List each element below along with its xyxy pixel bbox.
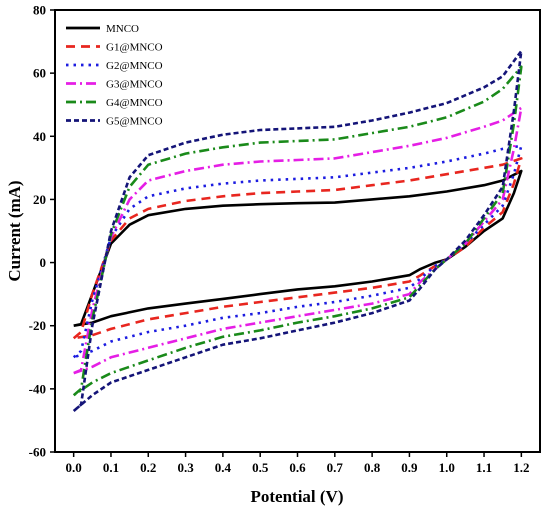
y-tick-label: -40 (29, 381, 46, 396)
legend-label: G3@MNCO (106, 79, 163, 91)
y-axis-title: Current (mA) (5, 180, 24, 281)
x-tick-label: 1.1 (476, 460, 492, 475)
x-tick-label: 0.4 (215, 460, 232, 475)
y-tick-label: 40 (33, 129, 46, 144)
y-tick-label: 60 (33, 66, 46, 81)
y-tick-label: -60 (29, 445, 46, 460)
x-tick-label: 1.0 (439, 460, 455, 475)
x-tick-label: 0.6 (289, 460, 306, 475)
x-tick-label: 0.5 (252, 460, 269, 475)
x-axis-title: Potential (V) (250, 487, 343, 506)
legend: MNCO G1@MNCO G2@MNCO G3@MNCO G4@MNCO G5@MNCO (66, 23, 163, 128)
y-tick-label: 80 (33, 3, 46, 18)
axis-ticks: 0.0 0.1 0.2 0.3 0.4 0.5 0.6 0.7 0.8 0.9 1.0 1.1 1.2 -… (29, 3, 530, 476)
y-tick-label: 20 (33, 192, 46, 207)
x-tick-label: 0.9 (401, 460, 418, 475)
y-tick-label: 0 (40, 255, 47, 270)
series-line-g5-mnco (72, 49, 523, 412)
x-tick-label: 0.3 (177, 460, 194, 475)
legend-label: G2@MNCO (106, 60, 163, 72)
x-tick-label: 0.2 (140, 460, 156, 475)
legend-label: G5@MNCO (106, 116, 163, 128)
series-layer (72, 49, 523, 412)
x-tick-label: 0.8 (364, 460, 381, 475)
series-line-g1-mnco (72, 157, 523, 340)
x-tick-label: 0.1 (103, 460, 119, 475)
legend-label: G4@MNCO (106, 97, 163, 109)
x-tick-label: 0.0 (66, 460, 82, 475)
legend-label: G1@MNCO (106, 42, 163, 54)
y-tick-label: -20 (29, 318, 46, 333)
series-line-g3-mnco (73, 106, 523, 375)
x-tick-label: 1.2 (513, 460, 529, 475)
x-tick-label: 0.7 (327, 460, 344, 475)
plot-frame (54, 9, 541, 453)
legend-label: MNCO (106, 23, 139, 35)
series-line-mnco (73, 169, 523, 327)
